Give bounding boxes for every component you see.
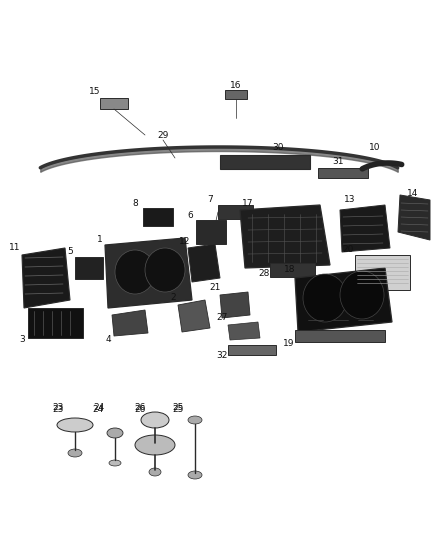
Text: 1: 1 xyxy=(97,236,103,245)
Polygon shape xyxy=(240,205,330,268)
Text: 8: 8 xyxy=(132,198,138,207)
Text: 17: 17 xyxy=(242,198,254,207)
Text: 26: 26 xyxy=(134,406,146,415)
Ellipse shape xyxy=(303,274,347,322)
Ellipse shape xyxy=(107,428,123,438)
Polygon shape xyxy=(228,322,260,340)
Text: 23: 23 xyxy=(52,406,64,415)
Bar xyxy=(220,155,310,169)
Polygon shape xyxy=(105,238,192,308)
Polygon shape xyxy=(340,205,390,252)
Text: 19: 19 xyxy=(283,340,295,349)
Text: 25: 25 xyxy=(172,406,184,415)
Text: 5: 5 xyxy=(67,247,73,256)
Text: 25: 25 xyxy=(172,403,184,413)
Text: 14: 14 xyxy=(407,189,419,198)
Bar xyxy=(28,308,83,338)
Ellipse shape xyxy=(68,449,82,457)
Text: 24: 24 xyxy=(93,403,105,413)
Bar xyxy=(295,330,385,342)
Text: 24: 24 xyxy=(92,406,104,415)
Text: 27: 27 xyxy=(216,313,228,322)
Ellipse shape xyxy=(340,271,384,319)
Text: 13: 13 xyxy=(344,196,356,205)
Bar xyxy=(75,257,103,279)
Text: 26: 26 xyxy=(134,403,146,413)
Polygon shape xyxy=(398,195,430,240)
Bar xyxy=(225,90,247,99)
Text: 32: 32 xyxy=(216,351,228,359)
Polygon shape xyxy=(178,300,210,332)
Bar xyxy=(143,208,173,226)
Bar xyxy=(318,168,368,178)
Text: 4: 4 xyxy=(105,335,111,344)
Bar xyxy=(196,220,226,244)
Text: 18: 18 xyxy=(284,265,296,274)
Bar xyxy=(100,98,128,109)
Text: 20: 20 xyxy=(343,246,354,254)
Text: 16: 16 xyxy=(230,80,242,90)
Polygon shape xyxy=(220,292,250,318)
Ellipse shape xyxy=(188,471,202,479)
Text: 3: 3 xyxy=(19,335,25,344)
Bar xyxy=(218,205,253,219)
Ellipse shape xyxy=(141,412,169,428)
Ellipse shape xyxy=(145,248,185,292)
Text: 30: 30 xyxy=(272,143,284,152)
Text: 10: 10 xyxy=(369,143,381,152)
Ellipse shape xyxy=(57,418,93,432)
Text: 29: 29 xyxy=(157,131,169,140)
Text: 2: 2 xyxy=(170,294,176,303)
Text: 31: 31 xyxy=(332,157,344,166)
Text: 28: 28 xyxy=(258,270,270,279)
Ellipse shape xyxy=(115,250,155,294)
Ellipse shape xyxy=(109,460,121,466)
Polygon shape xyxy=(22,248,70,308)
Bar xyxy=(355,255,410,290)
Text: 21: 21 xyxy=(209,284,221,293)
Text: 7: 7 xyxy=(207,196,213,205)
Text: 11: 11 xyxy=(9,244,21,253)
Text: 6: 6 xyxy=(187,211,193,220)
Text: 23: 23 xyxy=(52,403,64,413)
Ellipse shape xyxy=(149,468,161,476)
Ellipse shape xyxy=(135,435,175,455)
Bar xyxy=(270,263,315,277)
Bar xyxy=(228,345,276,355)
Text: 15: 15 xyxy=(89,87,101,96)
Polygon shape xyxy=(112,310,148,336)
Ellipse shape xyxy=(188,416,202,424)
Polygon shape xyxy=(188,244,220,282)
Polygon shape xyxy=(295,268,392,332)
Text: 12: 12 xyxy=(179,238,191,246)
